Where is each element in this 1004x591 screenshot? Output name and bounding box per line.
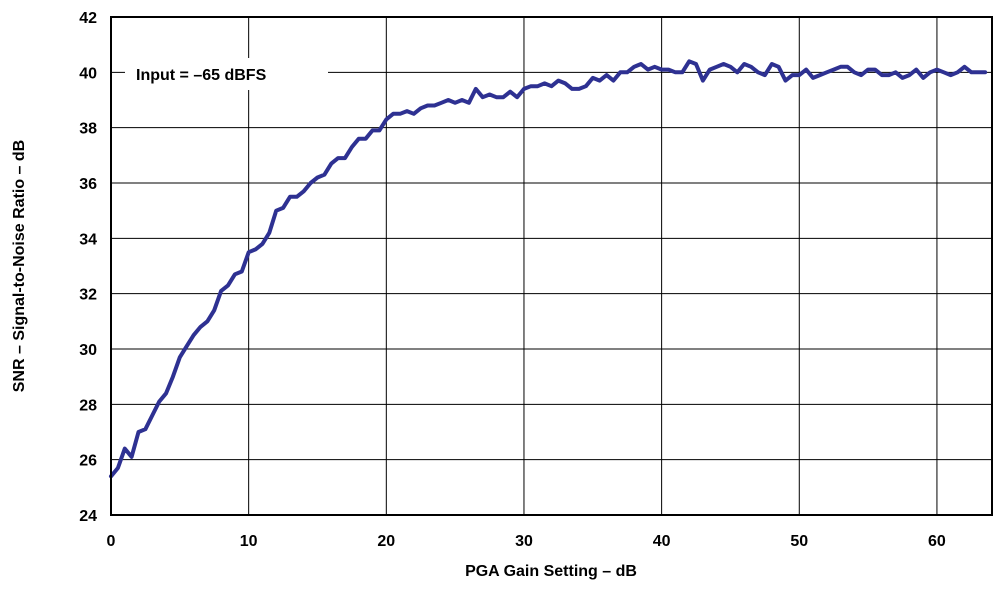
y-tick-label: 26 [79,453,97,470]
grid [111,17,992,515]
x-tick-label: 20 [377,533,395,550]
x-tick-label: 0 [107,533,116,550]
y-tick-label: 24 [79,508,97,525]
y-axis-ticks: 24 26 28 30 32 34 36 38 40 42 [79,10,97,525]
y-tick-label: 32 [79,287,97,304]
plot-border [110,16,993,516]
x-tick-label: 50 [790,533,808,550]
y-tick-label: 36 [79,176,97,193]
y-tick-label: 34 [79,231,97,248]
x-tick-label: 30 [515,533,533,550]
y-tick-label: 30 [79,342,97,359]
annotation: Input = –65 dBFS [125,58,328,90]
y-tick-label: 38 [79,121,97,138]
y-tick-label: 42 [79,10,97,27]
y-tick-label: 28 [79,397,97,414]
x-tick-label: 10 [240,533,258,550]
series-line [109,59,988,479]
x-tick-label: 60 [928,533,946,550]
x-axis-label: PGA Gain Setting – dB [465,563,637,580]
y-axis-label: SNR – Signal-to-Noise Ratio – dB [11,140,28,392]
annotation-background [125,58,328,90]
series-layer [109,59,988,479]
x-axis-ticks: 0 10 20 30 40 50 60 [107,533,946,550]
x-tick-label: 40 [653,533,671,550]
y-tick-label: 40 [79,65,97,82]
annotation-text: Input = –65 dBFS [136,67,267,84]
